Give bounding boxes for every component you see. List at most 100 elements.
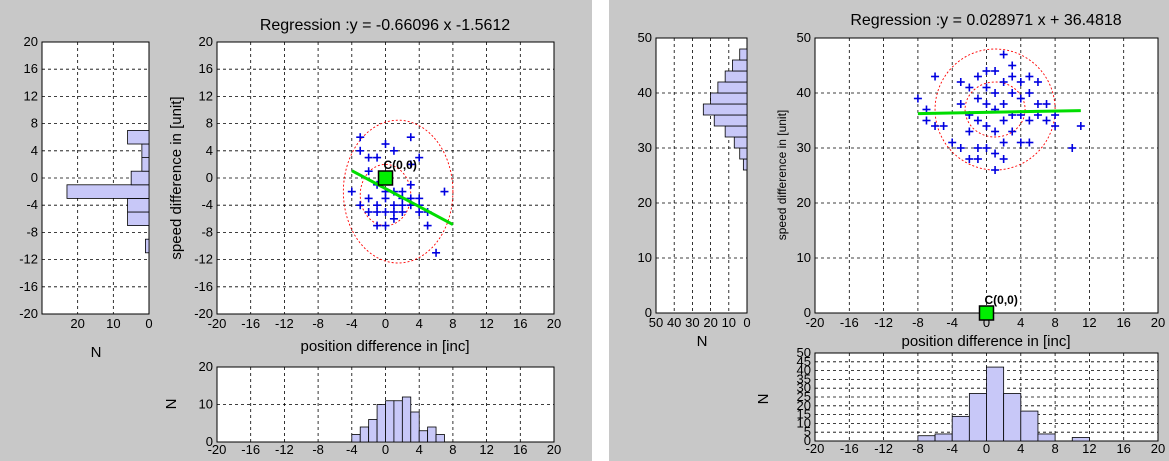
left-y-histogram-bar <box>145 238 150 254</box>
left-scatter-point <box>406 160 415 169</box>
right-y-histogram-bar <box>739 147 748 160</box>
left-scatter-x-tick-label: -8 <box>312 316 324 331</box>
left-scatter-point <box>373 201 382 210</box>
left-scatter-point <box>356 133 365 142</box>
right-yhist-x-tick-label: 0 <box>743 315 750 330</box>
right-scatter-y-tick-label: 30 <box>797 140 811 155</box>
right-scatter-point <box>1008 89 1017 97</box>
left-scatter-point <box>432 248 441 257</box>
right-x-histogram-bar <box>1037 433 1056 442</box>
right-xhist-y-tick-label: 10 <box>797 415 811 430</box>
right-scatter-x-tick-label: 12 <box>1082 315 1096 330</box>
right-scatter-x-tick-label: -20 <box>806 315 825 330</box>
left-yhist-y-tick-label: 20 <box>24 34 38 49</box>
left-xhist-x-tick-label: 0 <box>382 442 389 457</box>
right-yhist-x-tick-label: 50 <box>649 315 663 330</box>
left-xhist-x-tick-label: 4 <box>416 442 423 457</box>
left-yhist-x-tick-label: 20 <box>70 316 84 331</box>
left-scatter-y-tick-label: 20 <box>199 34 213 49</box>
right-xhist-x-tick-label: 8 <box>1051 441 1058 456</box>
right-y-histogram-bar <box>732 59 748 72</box>
left-xhist-y-tick-label: 0 <box>206 434 213 449</box>
left-x-histogram-bar <box>427 426 437 443</box>
right-y-histogram-bar <box>713 114 748 127</box>
right-scatter-x-tick-label: -16 <box>840 315 859 330</box>
right-scatter-point <box>956 100 965 108</box>
right-y-histogram-axes <box>655 37 748 314</box>
left-yhist-y-tick-label: -20 <box>19 306 38 321</box>
left-xhist-x-tick-label: -12 <box>275 442 294 457</box>
left-x-histogram-bar <box>401 396 412 443</box>
left-y-axis-label: speed difference in [unit] <box>168 96 185 259</box>
left-scatter-point <box>398 208 407 216</box>
right-yhist-y-tick-label: 40 <box>638 85 652 100</box>
left-x-histogram-bar <box>410 411 420 443</box>
right-scatter-point <box>999 116 1008 125</box>
left-scatter-y-tick-label: -12 <box>194 252 213 267</box>
right-yhist-x-tick-label: 40 <box>667 315 681 330</box>
right-xhist-x-tick-label: 12 <box>1082 441 1096 456</box>
left-scatter-point <box>406 180 415 189</box>
right-chart-panel: -20 -16 -12 -8 -4 0 4 8 12 16 2001020304050C(0,0)5… <box>638 12 1166 456</box>
right-scatter-x-tick-label: 16 <box>1116 315 1130 330</box>
right-y-histogram-bar <box>724 70 748 83</box>
right-xhist-x-tick-label: -8 <box>912 441 924 456</box>
right-xhist-x-tick-label: -12 <box>874 441 893 456</box>
right-xhist-y-tick-label: 5 <box>804 424 811 439</box>
left-yhist-y-tick-label: 8 <box>31 116 38 131</box>
left-yhist-y-tick-label: 4 <box>31 143 38 158</box>
left-scatter-point <box>373 208 382 216</box>
right-scatter-x-tick-label: -12 <box>874 315 893 330</box>
right-scatter-point <box>1033 78 1042 86</box>
left-y-histogram-bar <box>127 197 150 213</box>
right-scatter-point <box>991 67 1000 75</box>
right-yhist-y-tick-label: 20 <box>638 195 652 210</box>
left-y-histogram-label: N <box>91 344 102 361</box>
right-scatter-point <box>931 72 940 81</box>
left-x-histogram-bar <box>418 430 429 443</box>
right-scatter-point <box>1076 122 1085 130</box>
left-origin-marker-label: C(0,0) <box>384 158 417 172</box>
right-y-histogram-bar <box>742 158 748 171</box>
left-y-histogram-bar <box>66 184 150 199</box>
right-scatter-point <box>999 78 1008 86</box>
right-y-histogram-bar <box>724 125 748 138</box>
left-scatter-point <box>423 221 432 230</box>
right-y-histogram-bar <box>717 81 748 94</box>
left-scatter-point <box>389 214 398 223</box>
left-scatter-point <box>373 221 382 230</box>
left-chart-panel: -20 -16 -12 -8 -4 0 4 8 12 16 20 -20 -16 -12 -8 -4 0 4 8 12… <box>19 17 561 457</box>
right-origin-marker <box>978 305 995 321</box>
right-scatter-axes <box>814 37 1159 314</box>
left-scatter-x-tick-label: 0 <box>382 316 389 331</box>
left-xhist-x-tick-label: -8 <box>312 442 324 457</box>
right-scatter-point <box>991 166 1000 174</box>
left-yhist-y-tick-label: 12 <box>24 88 38 103</box>
right-scatter-point <box>1042 116 1051 125</box>
left-scatter-x-tick-label: -12 <box>275 316 294 331</box>
right-scatter-point <box>1025 72 1034 81</box>
right-xhist-x-tick-label: 0 <box>983 441 990 456</box>
left-scatter-point <box>415 153 424 162</box>
right-scatter-point <box>973 116 982 125</box>
left-scatter-point <box>381 140 390 148</box>
right-scatter-point <box>999 155 1008 163</box>
left-scatter-point <box>356 201 365 210</box>
right-y-histogram-bar <box>702 103 748 116</box>
right-y-axis-label: speed difference in [unit] <box>775 110 789 241</box>
left-scatter-y-tick-label: 4 <box>206 143 213 158</box>
right-scatter-point <box>1025 138 1034 147</box>
left-scatter-point <box>356 146 365 155</box>
right-scatter-x-tick-label: 0 <box>983 315 990 330</box>
left-scatter-y-tick-label: -16 <box>194 279 213 294</box>
right-scatter-x-tick-label: 20 <box>1151 315 1165 330</box>
right-y-histogram-bar <box>733 136 748 149</box>
left-scatter-point <box>389 201 398 210</box>
left-yhist-y-tick-label: -16 <box>19 279 38 294</box>
right-yhist-x-tick-label: 30 <box>685 315 699 330</box>
right-x-histogram-bar <box>968 393 987 442</box>
right-xhist-y-tick-label: 20 <box>797 398 811 413</box>
right-scatter-point <box>991 149 1000 158</box>
left-x-histogram-label: N <box>163 399 180 410</box>
right-xhist-y-tick-label: 25 <box>797 389 811 404</box>
